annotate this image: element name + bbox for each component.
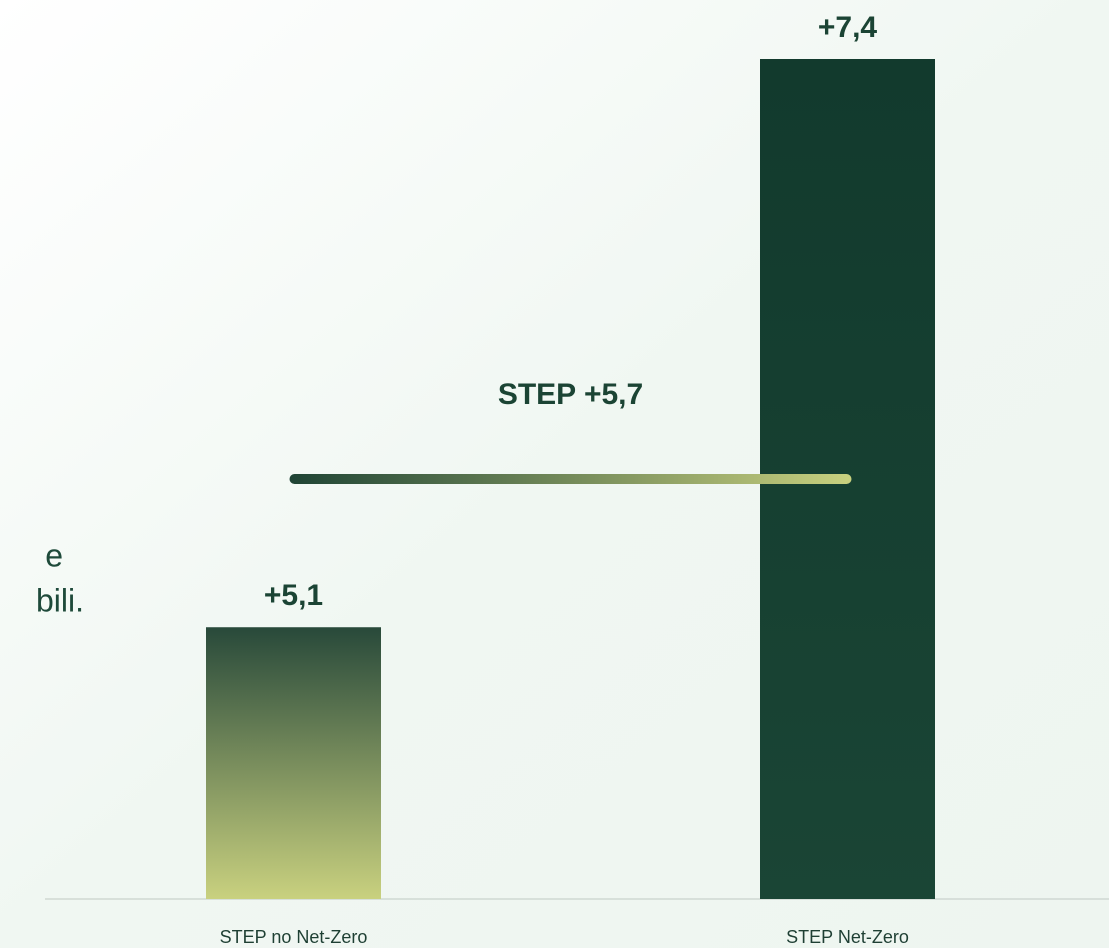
side-text: e [45, 537, 63, 573]
side-text: bili. [36, 582, 84, 618]
reference-line [289, 474, 852, 484]
value-label: +5,1 [264, 579, 323, 612]
bar [206, 627, 381, 899]
reference-label: STEP +5,7 [498, 378, 643, 411]
category-label: STEP no Net-Zero [220, 927, 368, 947]
value-label: +7,4 [818, 11, 878, 44]
category-label: STEP Net-Zero [786, 927, 909, 947]
